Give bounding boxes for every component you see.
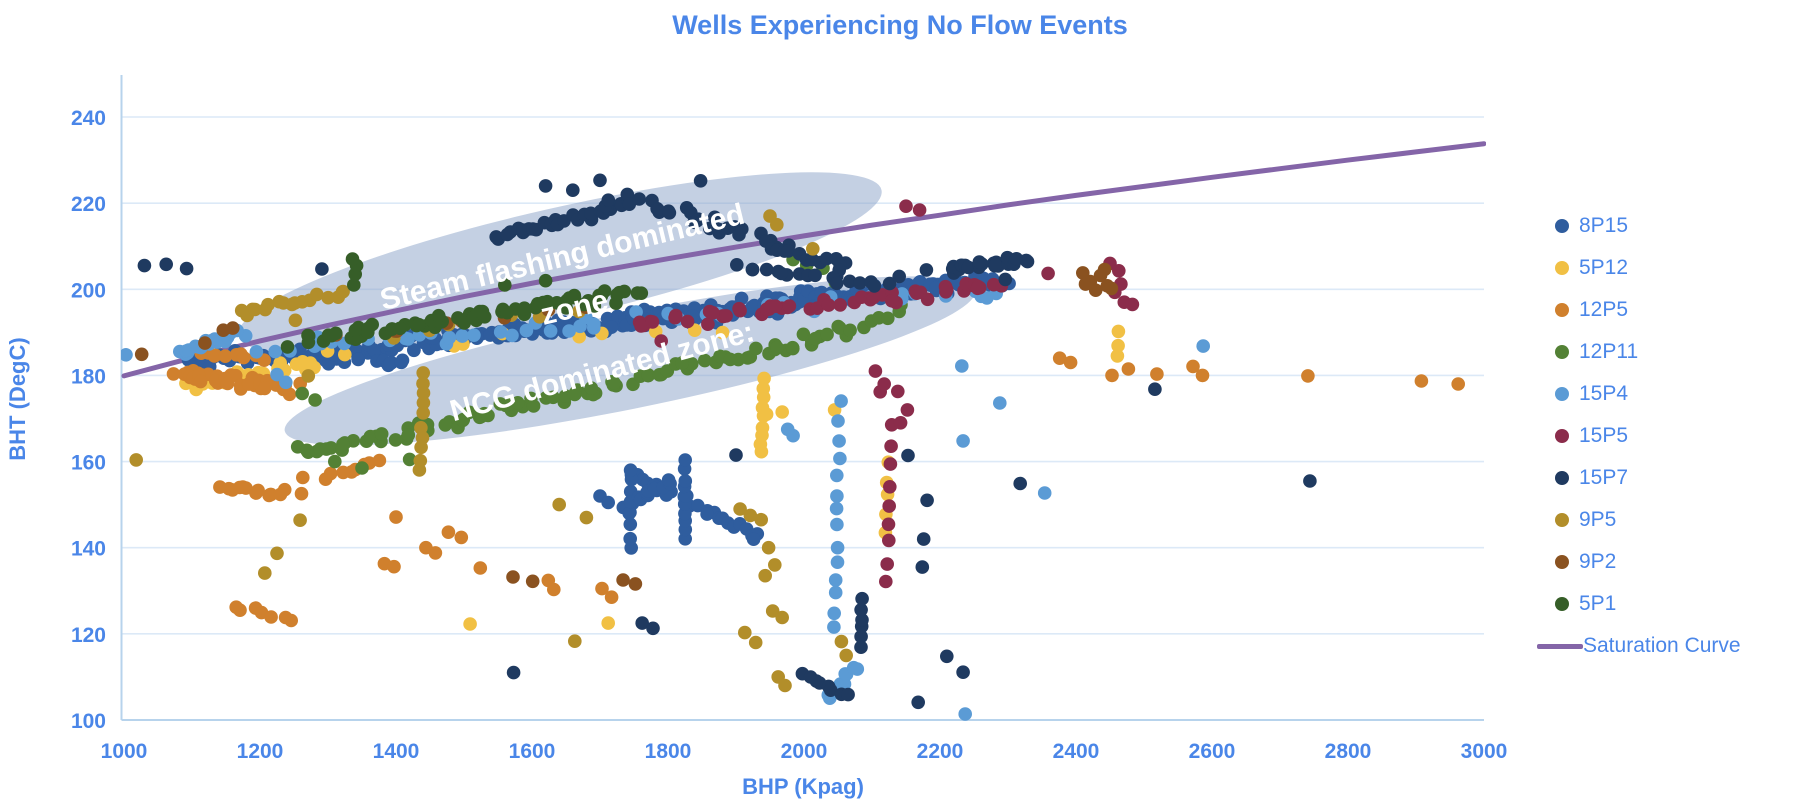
y-axis-title: BHT (DegC) <box>5 337 30 461</box>
series-5P1 <box>280 252 649 354</box>
legend-label: 15P5 <box>1579 424 1629 447</box>
gridlines <box>120 75 1484 721</box>
svg-text:140: 140 <box>71 538 106 561</box>
saturation-curve <box>121 141 1486 379</box>
series-12P11 <box>290 252 908 475</box>
svg-text:2200: 2200 <box>917 740 964 763</box>
legend-item-saturation-curve: Saturation Curve <box>1537 625 1741 667</box>
legend-label: 15P4 <box>1579 382 1629 405</box>
legend-label: 8P15 <box>1579 214 1629 237</box>
legend-marker-icon <box>1555 219 1569 233</box>
svg-text:2800: 2800 <box>1325 740 1372 763</box>
svg-text:3000: 3000 <box>1461 740 1508 763</box>
svg-text:1400: 1400 <box>373 740 420 763</box>
svg-text:180: 180 <box>71 365 106 388</box>
legend-item-15P5: 15P5 <box>1537 415 1741 457</box>
svg-text:160: 160 <box>71 452 106 475</box>
legend-item-5P1: 5P1 <box>1537 583 1741 625</box>
legend-label: 12P5 <box>1579 298 1629 321</box>
svg-text:1800: 1800 <box>645 740 692 763</box>
legend-marker-icon <box>1555 387 1569 401</box>
legend-marker-icon <box>1555 513 1569 527</box>
svg-text:1600: 1600 <box>509 740 556 763</box>
legend-label: 9P2 <box>1579 550 1617 573</box>
chart-title: Wells Experiencing No Flow Events <box>672 10 1128 40</box>
legend-item-5P12: 5P12 <box>1537 247 1741 289</box>
tick-labels: 100 120 140 160 180 200 220 240 1000 1200 1400 1600… <box>71 107 1507 763</box>
data-points <box>121 173 1465 721</box>
zone-ellipse <box>284 276 976 446</box>
legend-marker-icon <box>1555 261 1569 275</box>
legend-marker-icon <box>1555 429 1569 443</box>
svg-text:240: 240 <box>71 107 106 130</box>
legend: 8P15 5P12 12P5 12P11 15P4 15P5 15P7 9P5 9P2 5P1 Sa… <box>1537 205 1741 667</box>
legend-item-15P4: 15P4 <box>1537 373 1741 415</box>
legend-marker-icon <box>1555 303 1569 317</box>
svg-text:2400: 2400 <box>1053 740 1100 763</box>
svg-text:2000: 2000 <box>781 740 828 763</box>
legend-marker-icon <box>1555 471 1569 485</box>
x-axis-title: BHP (Kpag) <box>742 774 864 799</box>
legend-marker-icon <box>1555 345 1569 359</box>
legend-item-8P15: 8P15 <box>1537 205 1741 247</box>
legend-label: 15P7 <box>1579 466 1629 489</box>
legend-label: Saturation Curve <box>1583 634 1741 657</box>
legend-line-icon <box>1537 643 1583 649</box>
legend-item-15P7: 15P7 <box>1537 457 1741 499</box>
legend-item-12P5: 12P5 <box>1537 289 1741 331</box>
legend-marker-icon <box>1555 555 1569 569</box>
legend-item-9P2: 9P2 <box>1537 541 1741 583</box>
svg-text:1200: 1200 <box>237 740 284 763</box>
series-15P5 <box>632 199 1140 589</box>
svg-text:1000: 1000 <box>101 740 148 763</box>
svg-text:200: 200 <box>71 279 106 302</box>
legend-item-12P11: 12P11 <box>1537 331 1741 373</box>
svg-text:100: 100 <box>71 710 106 733</box>
legend-marker-icon <box>1555 597 1569 611</box>
legend-label: 9P5 <box>1579 508 1617 531</box>
series-15P7 <box>137 173 1317 710</box>
series-9P5 <box>129 209 853 693</box>
legend-label: 5P1 <box>1579 592 1617 615</box>
legend-label: 12P11 <box>1579 340 1639 363</box>
legend-label: 5P12 <box>1579 256 1629 279</box>
svg-text:220: 220 <box>71 193 106 216</box>
legend-item-9P5: 9P5 <box>1537 499 1741 541</box>
svg-text:2600: 2600 <box>1189 740 1236 763</box>
svg-text:120: 120 <box>71 624 106 647</box>
